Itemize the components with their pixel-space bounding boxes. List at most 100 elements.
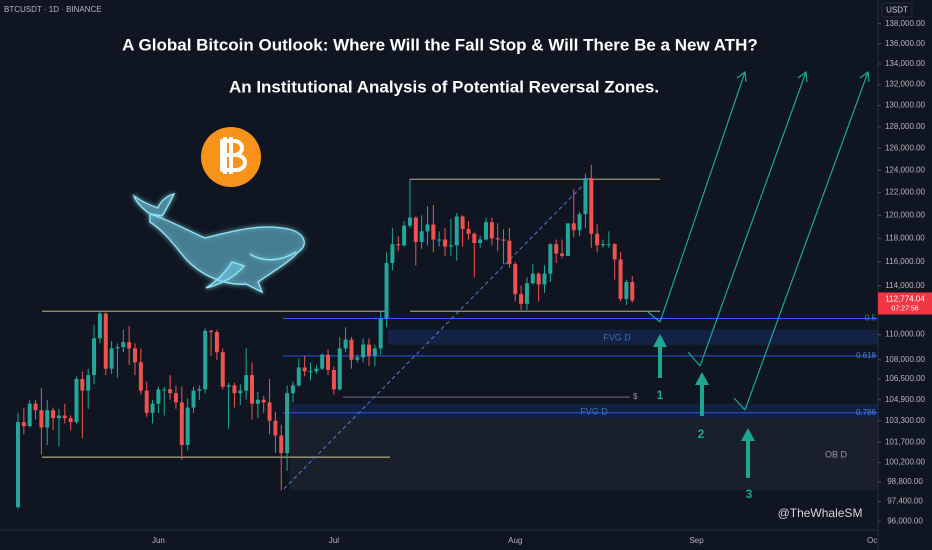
candle-body: [203, 330, 208, 390]
candle-body: [472, 233, 477, 244]
y-tick-label: 114,000.00: [885, 281, 925, 290]
level-label: $: [633, 392, 638, 401]
candle-body: [384, 262, 389, 319]
y-tick-label: 130,000.00: [885, 101, 926, 110]
candle-body: [109, 348, 114, 369]
candle-body: [80, 378, 85, 391]
zone: [290, 403, 878, 419]
zone-label: OB D: [825, 450, 848, 460]
candle-body: [226, 385, 231, 387]
whale: [132, 192, 305, 294]
candle-body: [437, 239, 442, 241]
candle-body: [367, 344, 371, 356]
candle-body: [133, 348, 137, 363]
candle-body: [560, 253, 565, 256]
candle-body: [74, 378, 79, 423]
candle-body: [150, 403, 155, 413]
projections: [647, 70, 870, 411]
x-tick-label: Jul: [329, 536, 339, 545]
y-tick-label: 101,700.00: [885, 437, 926, 446]
candle-body: [261, 399, 266, 403]
candle-body: [168, 389, 173, 394]
y-tick-label: 136,000.00: [885, 39, 926, 48]
candle-body: [577, 214, 582, 231]
zone-label: FVG D: [580, 406, 608, 416]
candle-body: [454, 216, 459, 246]
y-tick-label: 96,000.00: [887, 516, 923, 525]
candle-body: [536, 273, 541, 285]
whale-mouth: [249, 251, 297, 261]
symbol-label: BTCUSDT · 1D · BINANCE: [4, 5, 102, 14]
candle-body: [27, 403, 32, 427]
candle-body: [565, 223, 570, 256]
y-tick-label: 118,000.00: [885, 233, 925, 242]
candle-body: [39, 410, 44, 428]
candle-body: [501, 239, 506, 241]
candle-body: [337, 348, 342, 390]
candle-body: [138, 362, 143, 391]
candle-body: [624, 282, 629, 299]
target-label: 2: [698, 427, 705, 441]
whale-body: [149, 213, 305, 294]
candle-body: [378, 318, 383, 349]
candle-body: [62, 415, 67, 419]
y-tick-label: 120,000.00: [885, 210, 926, 219]
candle-body: [524, 283, 529, 304]
y-tick-label: 132,000.00: [885, 80, 926, 89]
candle-body: [21, 422, 26, 427]
candle-body: [115, 347, 120, 349]
candle-body: [279, 435, 284, 454]
candle-body: [16, 422, 20, 508]
y-tick-label: 116,000.00: [885, 257, 925, 266]
candle-body: [45, 410, 50, 428]
candle-body: [162, 389, 167, 391]
last-price-box: [878, 292, 932, 315]
whale-fin: [205, 261, 246, 289]
projection-arrow: [699, 70, 808, 367]
logo-glyph: [220, 137, 247, 174]
chart-subtitle: An Institutional Analysis of Potential R…: [229, 77, 659, 96]
currency-label: USDT: [886, 6, 908, 15]
candle-body: [179, 402, 184, 445]
candle-body: [191, 390, 196, 408]
candle-body: [197, 389, 202, 391]
reversal-arrows: [653, 334, 755, 478]
candle-body: [431, 224, 436, 240]
candle-body: [513, 264, 518, 295]
candle-body: [290, 385, 295, 394]
candle-body: [267, 402, 272, 421]
up-arrow: [695, 372, 709, 416]
candle-body: [51, 410, 56, 419]
target-label: 3: [746, 487, 753, 501]
x-tick-label: Oc: [867, 536, 877, 545]
candle-body: [548, 244, 553, 274]
candle-body: [478, 239, 483, 244]
x-tick-label: Jun: [152, 536, 165, 545]
candle-body: [390, 244, 395, 263]
candle-body: [302, 367, 307, 372]
candle-body: [232, 385, 237, 394]
candle-body: [355, 357, 360, 360]
y-tick-label: 108,000.00: [885, 355, 926, 364]
candle-body: [97, 313, 102, 339]
candle-body: [86, 375, 91, 391]
projection-arrow: [744, 70, 870, 411]
candle-body: [630, 282, 635, 301]
y-tick-label: 103,300.00: [885, 416, 926, 425]
level-label: 0.786: [856, 408, 877, 417]
candle-body: [372, 348, 377, 356]
candle-body: [127, 342, 132, 349]
zone: [290, 418, 878, 491]
candle-body: [103, 313, 108, 369]
candle-body: [185, 407, 190, 445]
candle-body: [507, 240, 512, 265]
candle-body: [443, 239, 448, 247]
candle-body: [250, 375, 254, 404]
candle-body: [56, 415, 61, 419]
zone-label: FVG D: [603, 333, 631, 343]
candle-body: [296, 367, 301, 386]
target-label: 1: [657, 388, 664, 402]
candle-body: [255, 399, 260, 404]
